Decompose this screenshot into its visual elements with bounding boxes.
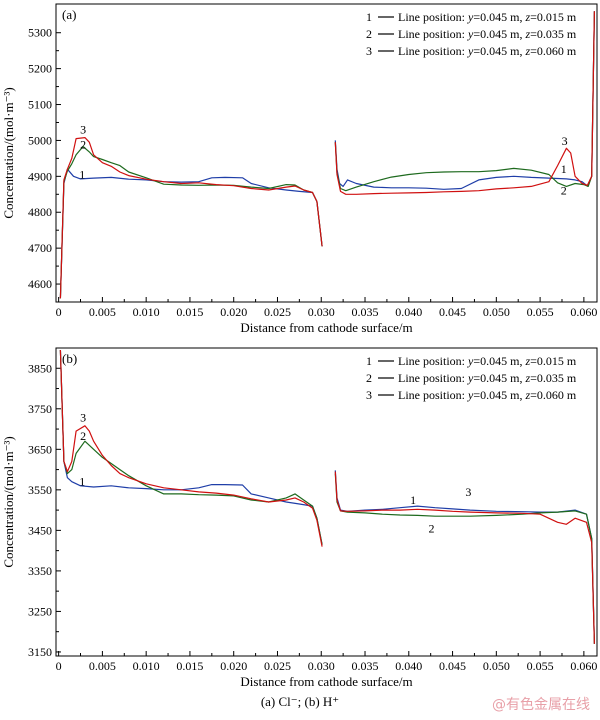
chart-panel-b: 0 0.005 0.010 0.015 0.020 0.025 0.030 0.035 0.04… — [1, 347, 598, 689]
x-tick-label: 0.050 — [483, 659, 510, 673]
watermark-text: @有色金属在线 — [492, 697, 590, 713]
y-tick-label: 5000 — [28, 133, 52, 147]
chart-panel-a: 0 0.005 0.010 0.015 0.020 0.025 0.030 0.035 0.04… — [1, 3, 598, 335]
panel-label: (b) — [62, 351, 77, 366]
y-tick-label: 4700 — [28, 241, 52, 255]
x-tick-label: 0.030 — [308, 659, 335, 673]
x-tick-label: 0.005 — [89, 305, 116, 319]
x-tick-label: 0.030 — [308, 305, 335, 319]
curve-number-label: 2 — [80, 429, 86, 443]
y-tick-label: 3550 — [28, 483, 52, 497]
x-tick-label: 0 — [56, 305, 62, 319]
legend-entry: Line position: y=0.045 m, z=0.035 m — [398, 27, 577, 41]
x-tick-label: 0.060 — [570, 305, 597, 319]
x-tick-label: 0.005 — [89, 659, 116, 673]
figure-caption: (a) Cl⁻; (b) H⁺ — [260, 694, 340, 709]
x-tick-label: 0 — [56, 659, 62, 673]
series-line-2 — [334, 11, 595, 192]
x-tick-label: 0.015 — [176, 659, 203, 673]
y-tick-label: 3650 — [28, 442, 52, 456]
x-tick-label: 0.040 — [395, 305, 422, 319]
x-tick-label: 0.060 — [570, 659, 597, 673]
series-line-3 — [334, 471, 595, 644]
curve-number-label: 2 — [80, 138, 86, 152]
legend-number: 2 — [366, 371, 372, 385]
legend-number: 3 — [366, 44, 372, 58]
y-tick-label: 3350 — [28, 564, 52, 578]
y-tick-label: 3150 — [28, 645, 52, 659]
curve-number-label: 2 — [429, 521, 435, 535]
legend-number: 2 — [366, 27, 372, 41]
curve-number-label: 1 — [410, 493, 416, 507]
legend-number: 1 — [366, 10, 372, 24]
series-line-3 — [334, 11, 595, 195]
curve-number-label: 3 — [80, 411, 86, 425]
curve-number-label: 3 — [562, 134, 568, 148]
curve-number-label: 1 — [561, 162, 567, 176]
legend-entry: Line position: y=0.045 m, z=0.035 m — [398, 371, 577, 385]
curve-number-label: 1 — [79, 168, 85, 182]
y-axis-label: Concentration/(mol·m⁻³) — [1, 87, 16, 218]
x-tick-label: 0.040 — [395, 659, 422, 673]
x-tick-label: 0.010 — [133, 305, 160, 319]
panel-label: (a) — [62, 7, 76, 22]
x-tick-label: 0.025 — [264, 305, 291, 319]
series-line-1 — [59, 168, 323, 299]
x-tick-label: 0.050 — [483, 305, 510, 319]
series-line-1 — [334, 11, 595, 190]
series-line-2 — [334, 473, 595, 644]
y-tick-label: 4900 — [28, 169, 52, 183]
legend-number: 1 — [366, 354, 372, 368]
x-tick-label: 0.020 — [220, 305, 247, 319]
plot-frame — [55, 347, 598, 657]
y-tick-label: 3750 — [28, 402, 52, 416]
legend-entry: Line position: y=0.045 m, z=0.015 m — [398, 10, 577, 24]
x-tick-label: 0.010 — [133, 659, 160, 673]
x-tick-label: 0.055 — [527, 659, 554, 673]
x-tick-label: 0.035 — [352, 305, 379, 319]
y-tick-label: 4800 — [28, 205, 52, 219]
plot-frame — [55, 3, 598, 303]
legend-entry: Line position: y=0.045 m, z=0.015 m — [398, 354, 577, 368]
series-line-3 — [59, 137, 323, 299]
curve-number-label: 1 — [79, 475, 85, 489]
x-tick-label: 0.035 — [352, 659, 379, 673]
y-axis-label: Concentration/(mol·m⁻³) — [1, 436, 16, 567]
curve-number-label: 3 — [80, 123, 86, 137]
legend-entry: Line position: y=0.045 m, z=0.060 m — [398, 44, 577, 58]
series-line-3 — [59, 349, 323, 547]
x-axis-label: Distance from cathode surface/m — [240, 320, 412, 335]
x-tick-label: 0.045 — [439, 305, 466, 319]
y-tick-label: 3250 — [28, 604, 52, 618]
series-line-2 — [59, 349, 323, 545]
series-line-1 — [59, 349, 323, 545]
y-tick-label: 4600 — [28, 277, 52, 291]
curve-number-label: 2 — [561, 184, 567, 198]
series-line-2 — [59, 145, 323, 299]
x-axis-label: Distance from cathode surface/m — [240, 674, 412, 689]
legend-number: 3 — [366, 388, 372, 402]
y-tick-label: 5300 — [28, 26, 52, 40]
x-tick-label: 0.045 — [439, 659, 466, 673]
x-tick-label: 0.015 — [176, 305, 203, 319]
y-tick-label: 3450 — [28, 523, 52, 537]
y-tick-label: 3850 — [28, 361, 52, 375]
x-tick-label: 0.055 — [527, 305, 554, 319]
x-tick-label: 0.025 — [264, 659, 291, 673]
y-tick-label: 5200 — [28, 62, 52, 76]
y-tick-label: 5100 — [28, 98, 52, 112]
curve-number-label: 3 — [465, 485, 471, 499]
x-tick-label: 0.020 — [220, 659, 247, 673]
legend-entry: Line position: y=0.045 m, z=0.060 m — [398, 388, 577, 402]
